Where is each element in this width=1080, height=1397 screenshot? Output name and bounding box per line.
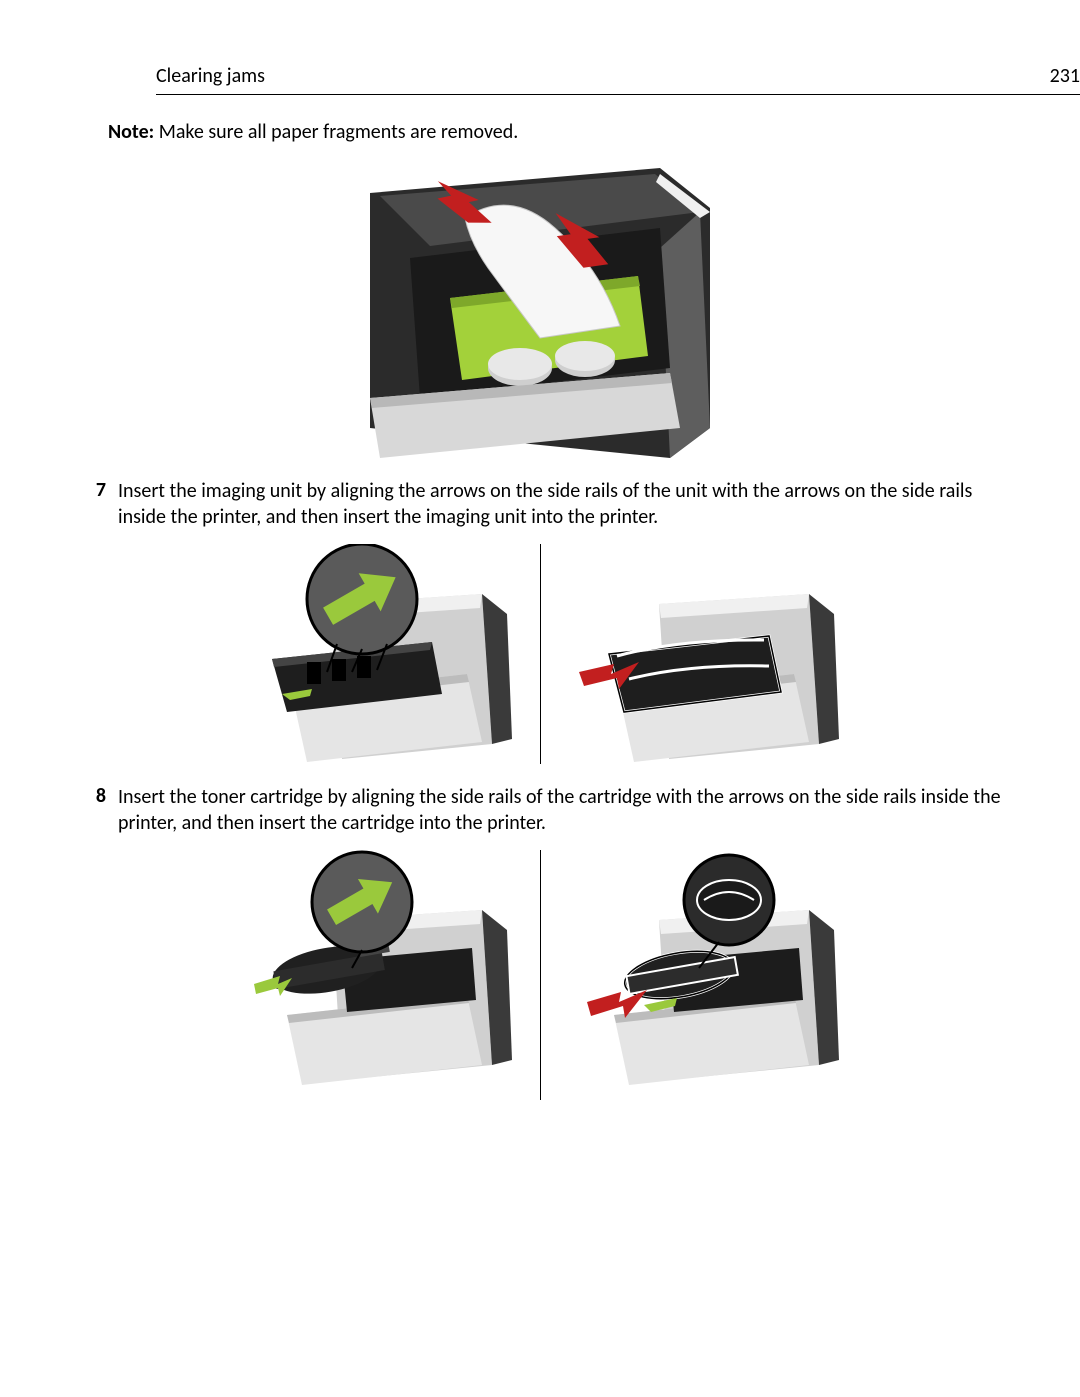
figure-imaging-unit <box>78 544 1002 764</box>
toner-left <box>232 850 522 1100</box>
figure-paper-removal <box>78 168 1002 458</box>
figure-divider-2 <box>540 850 541 1100</box>
step-8: 8 Insert the toner cartridge by aligning… <box>78 784 1002 836</box>
note-text: Make sure all paper fragments are remove… <box>154 120 518 144</box>
figure-divider-1 <box>540 544 541 764</box>
step-7: 7 Insert the imaging unit by aligning th… <box>78 478 1002 530</box>
note-line: Note: Make sure all paper fragments are … <box>108 120 1002 144</box>
printer-jam-illustration <box>370 168 710 458</box>
step-8-number: 8 <box>92 784 106 836</box>
imaging-unit-right <box>559 544 849 764</box>
page-header: Clearing jams 231 <box>156 0 1080 95</box>
step-7-text: Insert the imaging unit by aligning the … <box>118 478 1002 530</box>
page-number: 231 <box>1050 64 1080 88</box>
imaging-unit-left <box>232 544 522 764</box>
note-label: Note: <box>108 120 154 144</box>
toner-right <box>559 850 849 1100</box>
header-title: Clearing jams <box>156 64 265 88</box>
step-8-text: Insert the toner cartridge by aligning t… <box>118 784 1002 836</box>
figure-toner-cartridge <box>78 850 1002 1100</box>
page-content: Note: Make sure all paper fragments are … <box>78 120 1002 1120</box>
step-7-number: 7 <box>92 478 106 530</box>
